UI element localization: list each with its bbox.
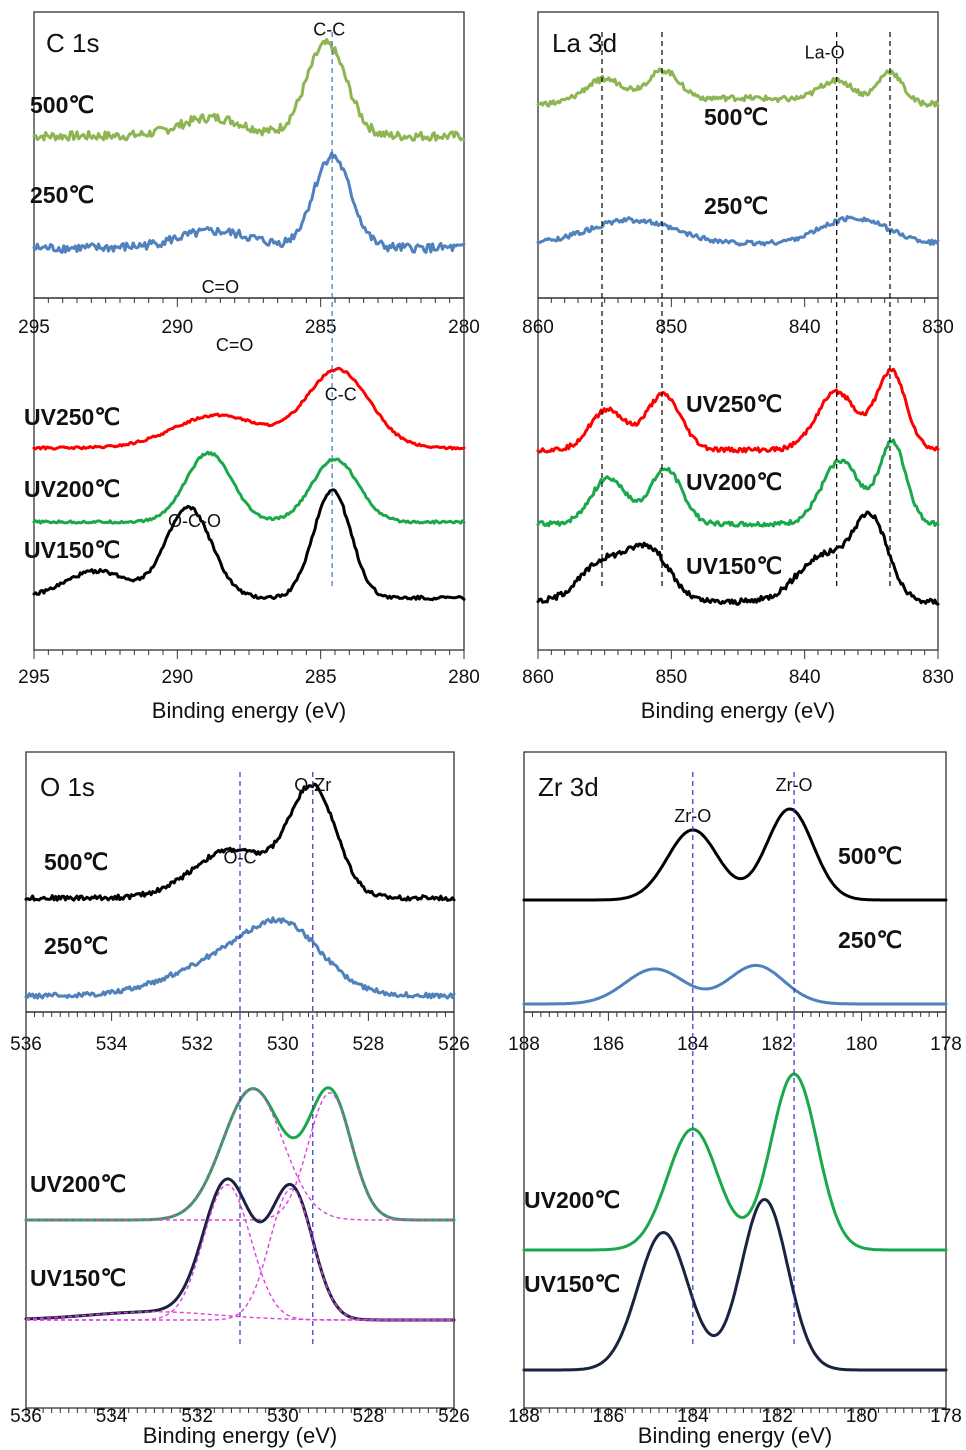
peak-annotation: C=O bbox=[202, 277, 240, 297]
x-tick-label: 182 bbox=[761, 1034, 793, 1055]
x-tick-label: 840 bbox=[789, 317, 821, 338]
x-tick-label: 290 bbox=[161, 317, 193, 338]
x-tick-label: 526 bbox=[438, 1034, 470, 1055]
series-line bbox=[32, 488, 466, 602]
x-tick-label: 530 bbox=[267, 1406, 299, 1427]
peak-annotation: C-C bbox=[313, 20, 345, 40]
series-line bbox=[32, 151, 466, 254]
x-tick-label: 285 bbox=[305, 667, 337, 688]
series-line bbox=[522, 963, 948, 1006]
series-line bbox=[24, 782, 456, 902]
series-label: UV150℃ bbox=[686, 553, 782, 579]
series-line bbox=[522, 1072, 948, 1252]
series-label: 250℃ bbox=[30, 182, 94, 208]
x-tick-label: 830 bbox=[922, 667, 954, 688]
x-tick-label: 536 bbox=[10, 1034, 42, 1055]
x-tick-label: 534 bbox=[96, 1406, 128, 1427]
panel-title: Zr 3d bbox=[538, 772, 599, 802]
x-axis-label: Binding energy (eV) bbox=[143, 1423, 337, 1448]
series-line bbox=[522, 1198, 948, 1372]
series-line bbox=[32, 38, 466, 142]
series-label: 500℃ bbox=[704, 104, 768, 130]
x-tick-label: 178 bbox=[930, 1406, 962, 1427]
x-tick-label: 180 bbox=[846, 1406, 878, 1427]
x-tick-label: 188 bbox=[508, 1034, 540, 1055]
fit-component-line bbox=[25, 1311, 454, 1321]
x-tick-label: 188 bbox=[508, 1406, 540, 1427]
series-line bbox=[522, 807, 948, 902]
series-label: 500℃ bbox=[30, 92, 94, 118]
x-tick-label: 290 bbox=[161, 667, 193, 688]
x-tick-label: 850 bbox=[655, 317, 687, 338]
chart-1: 860 850 840 830 860 850 840 830 Binding energy (… bbox=[522, 11, 954, 723]
series-line bbox=[536, 67, 940, 108]
series-label: UV200℃ bbox=[30, 1171, 126, 1197]
x-tick-label: 840 bbox=[789, 667, 821, 688]
x-tick-label: 280 bbox=[448, 317, 480, 338]
series-label: UV150℃ bbox=[524, 1271, 620, 1297]
x-tick-label: 280 bbox=[448, 667, 480, 688]
x-tick-label: 860 bbox=[522, 317, 554, 338]
series-line bbox=[536, 438, 940, 528]
x-tick-label: 536 bbox=[10, 1406, 42, 1427]
panel-title: La 3d bbox=[552, 28, 617, 58]
x-tick-label: 860 bbox=[522, 667, 554, 688]
x-tick-label: 178 bbox=[930, 1034, 962, 1055]
x-tick-label: 295 bbox=[18, 317, 50, 338]
series-label: UV150℃ bbox=[30, 1265, 126, 1291]
panel-title: O 1s bbox=[40, 772, 95, 802]
series-label: UV250℃ bbox=[686, 391, 782, 417]
series-line bbox=[536, 367, 940, 454]
peak-annotation: C=O bbox=[216, 335, 254, 355]
x-tick-label: 186 bbox=[593, 1034, 625, 1055]
series-label: UV200℃ bbox=[686, 469, 782, 495]
x-tick-label: 532 bbox=[181, 1406, 213, 1427]
series-line bbox=[32, 366, 466, 451]
series-label: 500℃ bbox=[44, 849, 108, 875]
panel-title: C 1s bbox=[46, 28, 99, 58]
x-tick-label: 532 bbox=[181, 1034, 213, 1055]
series-label: 250℃ bbox=[838, 927, 902, 953]
x-tick-label: 534 bbox=[96, 1034, 128, 1055]
series-label: 250℃ bbox=[704, 193, 768, 219]
series-label: UV250℃ bbox=[24, 404, 120, 430]
series-label: UV200℃ bbox=[524, 1187, 620, 1213]
peak-annotation: C-C bbox=[325, 384, 357, 404]
series-label: UV200℃ bbox=[24, 476, 120, 502]
fit-component-line bbox=[26, 1092, 454, 1221]
series-line bbox=[536, 215, 940, 247]
x-tick-label: 526 bbox=[438, 1406, 470, 1427]
x-tick-label: 528 bbox=[353, 1034, 385, 1055]
x-axis-label: Binding energy (eV) bbox=[641, 698, 835, 723]
series-line bbox=[536, 510, 940, 606]
x-tick-label: 830 bbox=[922, 317, 954, 338]
x-tick-label: 182 bbox=[761, 1406, 793, 1427]
x-tick-label: 184 bbox=[677, 1406, 709, 1427]
series-label: UV150℃ bbox=[24, 537, 120, 563]
series-label: 500℃ bbox=[838, 843, 902, 869]
peak-annotation: Zr-O bbox=[674, 806, 711, 826]
x-axis-label: Binding energy (eV) bbox=[638, 1423, 832, 1448]
x-tick-label: 295 bbox=[18, 667, 50, 688]
peak-annotation: O-C-O bbox=[168, 511, 221, 531]
fit-component-line bbox=[26, 1188, 454, 1321]
x-tick-label: 528 bbox=[353, 1406, 385, 1427]
x-tick-label: 850 bbox=[655, 667, 687, 688]
x-tick-label: 530 bbox=[267, 1034, 299, 1055]
peak-annotation: La-O bbox=[805, 43, 845, 63]
x-axis-label: Binding energy (eV) bbox=[152, 698, 346, 723]
series-line bbox=[32, 450, 466, 525]
chart-2: 536 534 532 530 528 526 536 534 532 530 528 526 Bind… bbox=[10, 751, 470, 1448]
x-tick-label: 285 bbox=[305, 317, 337, 338]
series-label: 250℃ bbox=[44, 933, 108, 959]
x-tick-label: 186 bbox=[593, 1406, 625, 1427]
chart-0: 295 290 285 280 295 290 285 280 Binding energy (… bbox=[18, 11, 480, 723]
x-tick-label: 180 bbox=[846, 1034, 878, 1055]
